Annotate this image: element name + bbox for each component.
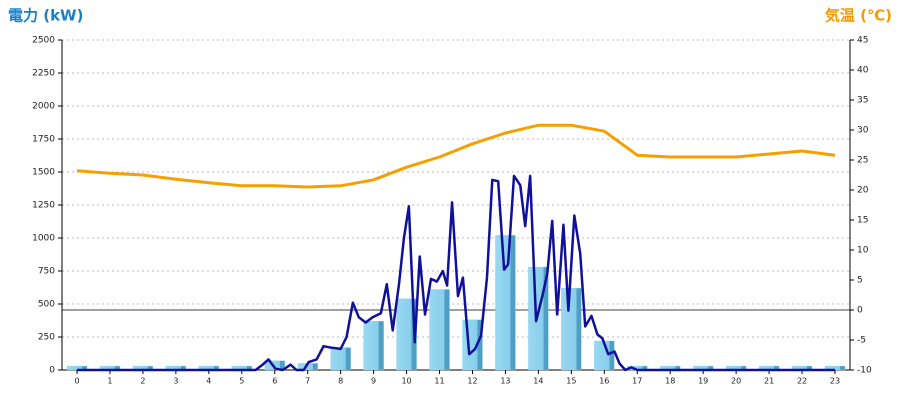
- x-tick-label: 6: [272, 377, 277, 386]
- y-tick-label: 500: [38, 300, 55, 310]
- x-tick-label: 15: [566, 377, 576, 386]
- y2-tick-label: 15: [857, 216, 868, 226]
- temperature-line: [76, 123, 836, 189]
- x-tick-label: 0: [74, 377, 79, 386]
- x-tick-label: 18: [665, 377, 675, 386]
- y2-tick-label: 40: [857, 66, 869, 76]
- x-tick-label: 17: [632, 377, 642, 386]
- bar: [363, 321, 384, 371]
- x-tick-label: 4: [206, 377, 211, 386]
- bar: [396, 298, 417, 371]
- x-tick-label: 22: [797, 377, 807, 386]
- bar: [429, 289, 450, 371]
- y-tick-label: 250: [38, 333, 55, 343]
- x-tick-label: 13: [500, 377, 510, 386]
- y2-tick-label: -5: [857, 336, 866, 346]
- y2-tick-label: 20: [857, 186, 869, 196]
- x-tick-label: 21: [764, 377, 774, 386]
- y2-tick-label: 5: [857, 276, 863, 286]
- y2-tick-label: 30: [857, 126, 869, 136]
- bar: [264, 360, 285, 371]
- y-tick-label: 1500: [32, 168, 55, 178]
- x-tick-label: 11: [434, 377, 444, 386]
- x-tick-label: 10: [401, 377, 411, 386]
- y2-tick-label: 10: [857, 246, 869, 256]
- y2-tick-label: 0: [857, 306, 863, 316]
- y-tick-label: 2500: [32, 36, 55, 46]
- x-tick-label: 23: [830, 377, 840, 386]
- power-line: [77, 174, 835, 372]
- y2-tick-label: 35: [857, 96, 868, 106]
- x-tick-label: 2: [140, 377, 145, 386]
- x-tick-label: 16: [599, 377, 609, 386]
- x-tick-label: 20: [731, 377, 741, 386]
- y-tick-label: 1000: [32, 234, 55, 244]
- y2-tick-label: -10: [857, 366, 872, 376]
- bar: [330, 347, 351, 371]
- x-tick-label: 7: [305, 377, 310, 386]
- x-tick-label: 1: [107, 377, 112, 386]
- chart-title: 電力 (kW): [8, 7, 83, 25]
- bar: [495, 235, 516, 371]
- y-tick-label: 1750: [32, 135, 55, 145]
- x-tick-label: 3: [173, 377, 178, 386]
- x-tick-label: 9: [371, 377, 376, 386]
- y-tick-label: 0: [49, 366, 55, 376]
- y-tick-label: 750: [38, 267, 55, 277]
- x-tick-label: 8: [338, 377, 343, 386]
- x-tick-label: 5: [239, 377, 244, 386]
- y-tick-label: 2000: [32, 102, 55, 112]
- x-tick-label: 19: [698, 377, 708, 386]
- y-tick-label: 1250: [32, 201, 55, 211]
- bar: [561, 288, 582, 371]
- x-tick-label: 12: [467, 377, 477, 386]
- y-tick-label: 2250: [32, 69, 55, 79]
- y2-title: 気温 (℃): [825, 7, 892, 25]
- y2-tick-label: 45: [857, 36, 868, 46]
- y2-tick-label: 25: [857, 156, 868, 166]
- x-tick-label: 14: [533, 377, 543, 386]
- bar: [462, 319, 483, 371]
